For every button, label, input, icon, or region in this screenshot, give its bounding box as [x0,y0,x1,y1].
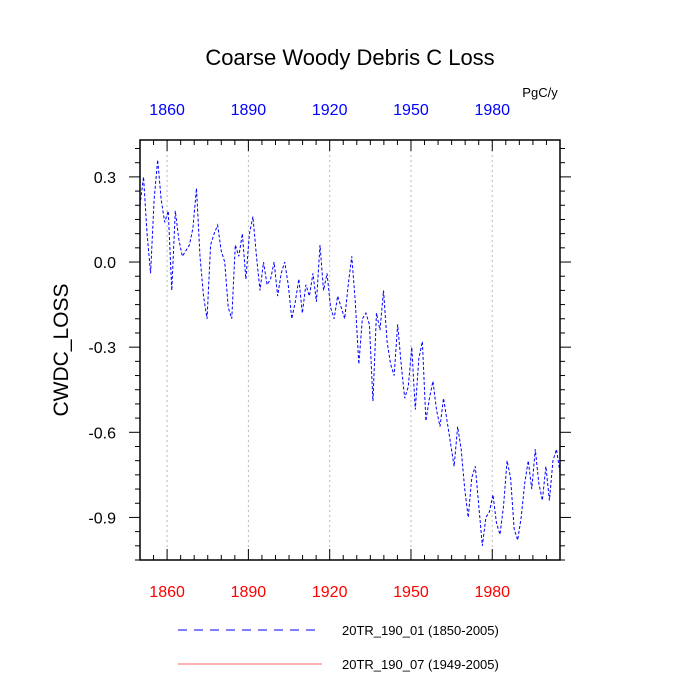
y-tick-label-1: 0.0 [94,255,116,272]
grid-lines [166,140,493,560]
legend-label-series-1: 20TR_190_01 (1850-2005) [342,623,499,638]
y-tick-label-4: -0.9 [88,510,116,527]
y-tick-label-3: -0.6 [88,425,116,442]
x-tick-label-bottom-1950: 1950 [393,584,429,601]
plot-frame [139,139,561,561]
y-tick-label-2: -0.3 [88,340,116,357]
series-lines [139,159,561,546]
x-tick-label-top-1950: 1950 [393,102,429,119]
chart-title: Coarse Woody Debris C Loss [205,45,494,70]
units-label: PgC/y [522,85,558,100]
y-axis-label: CWDC_LOSS [50,283,73,416]
x-tick-label-bottom-1860: 1860 [149,584,185,601]
x-tick-label-top-1890: 1890 [231,102,267,119]
tick-labels: 1860 1860 1890 1890 1920 1920 1950 1950 1980 1980… [88,102,510,601]
x-tick-label-top-1920: 1920 [312,102,348,119]
axis-ticks [129,140,571,561]
y-tick-label-0: 0.3 [94,170,116,187]
x-tick-label-top-1980: 1980 [474,102,510,119]
x-tick-label-bottom-1920: 1920 [312,584,348,601]
x-tick-label-bottom-1890: 1890 [231,584,267,601]
legend-label-series-2: 20TR_190_07 (1949-2005) [342,657,499,672]
x-tick-label-top-1860: 1860 [149,102,185,119]
x-tick-label-bottom-1980: 1980 [474,584,510,601]
series-line-1 [139,159,561,546]
